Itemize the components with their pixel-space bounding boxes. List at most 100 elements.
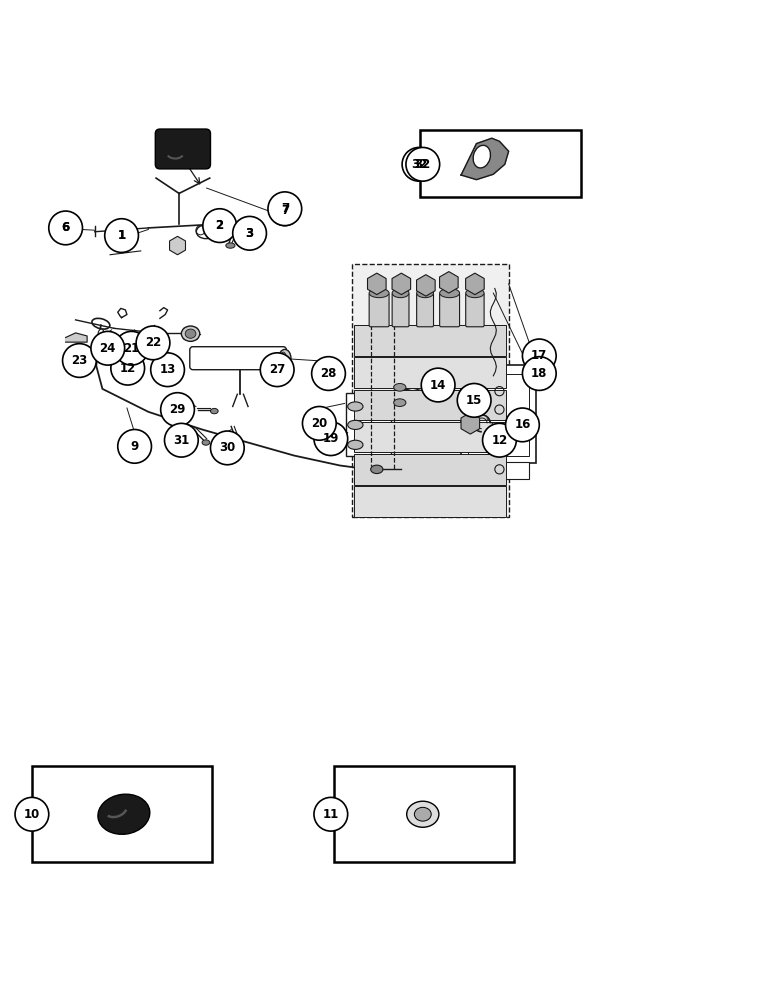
FancyBboxPatch shape [354,422,506,452]
Circle shape [105,219,138,252]
Ellipse shape [211,408,218,414]
Circle shape [50,213,81,243]
Circle shape [211,431,244,465]
Text: 2: 2 [215,219,224,232]
FancyBboxPatch shape [466,293,484,327]
Circle shape [203,209,236,242]
Circle shape [111,351,144,385]
FancyBboxPatch shape [439,293,459,327]
Ellipse shape [392,288,409,298]
Text: 12: 12 [491,434,507,447]
FancyBboxPatch shape [392,293,409,327]
FancyBboxPatch shape [354,390,506,420]
Circle shape [457,384,491,417]
Circle shape [151,353,185,387]
Text: 16: 16 [514,418,530,431]
Text: 21: 21 [124,342,140,355]
Text: 7: 7 [281,202,289,215]
Text: 7: 7 [281,204,289,217]
Polygon shape [66,333,87,342]
Text: 14: 14 [430,379,446,392]
Circle shape [15,797,49,831]
Ellipse shape [417,288,434,298]
FancyBboxPatch shape [190,347,286,370]
Ellipse shape [466,288,484,298]
Circle shape [118,429,151,463]
FancyBboxPatch shape [468,374,530,456]
FancyBboxPatch shape [352,264,510,517]
Text: 30: 30 [219,441,235,454]
Ellipse shape [347,420,363,429]
FancyBboxPatch shape [155,129,211,169]
Ellipse shape [371,465,383,474]
Ellipse shape [98,329,103,337]
Text: 31: 31 [173,434,189,447]
Text: 27: 27 [269,363,286,376]
Circle shape [136,326,170,360]
Ellipse shape [347,402,363,411]
Circle shape [269,195,300,226]
Text: 23: 23 [71,354,87,367]
Ellipse shape [415,807,432,821]
Ellipse shape [439,288,459,298]
FancyBboxPatch shape [468,462,530,479]
Circle shape [107,220,137,251]
Polygon shape [461,138,509,180]
FancyBboxPatch shape [369,293,389,327]
Circle shape [506,408,540,442]
Text: 1: 1 [117,229,126,242]
Text: 15: 15 [466,394,482,407]
Text: 32: 32 [415,158,431,171]
Circle shape [402,147,436,181]
Circle shape [234,218,265,249]
Circle shape [406,147,439,181]
Circle shape [232,216,266,250]
Text: 20: 20 [311,417,327,430]
Circle shape [482,423,516,457]
Circle shape [164,423,198,457]
FancyBboxPatch shape [346,393,391,456]
Text: 11: 11 [323,808,339,821]
Ellipse shape [407,801,439,827]
Circle shape [205,210,235,241]
Ellipse shape [98,794,150,834]
Text: 12: 12 [120,362,136,375]
Ellipse shape [279,349,291,367]
Circle shape [312,357,345,390]
Text: 6: 6 [62,221,69,234]
Text: 28: 28 [320,367,337,380]
Ellipse shape [394,384,406,391]
Text: 2: 2 [215,219,224,232]
Ellipse shape [226,243,235,248]
Ellipse shape [185,329,196,338]
Text: 9: 9 [130,440,139,453]
Ellipse shape [394,399,406,406]
Ellipse shape [369,288,389,298]
Ellipse shape [347,440,363,449]
Circle shape [268,192,302,226]
Circle shape [422,368,455,402]
Text: 24: 24 [100,342,116,355]
FancyBboxPatch shape [354,325,506,356]
FancyBboxPatch shape [354,486,506,517]
Circle shape [115,331,148,365]
Circle shape [91,331,124,365]
Ellipse shape [96,339,101,347]
FancyBboxPatch shape [421,130,581,197]
Text: 13: 13 [160,363,176,376]
Circle shape [260,353,294,387]
Circle shape [314,797,347,831]
Circle shape [314,422,347,456]
Text: 22: 22 [145,336,161,349]
Ellipse shape [473,145,490,168]
Text: 3: 3 [245,227,254,240]
Text: 29: 29 [169,403,186,416]
Circle shape [161,393,195,426]
Text: 18: 18 [531,367,547,380]
FancyBboxPatch shape [334,766,514,862]
Circle shape [49,211,83,245]
Ellipse shape [231,439,240,443]
Circle shape [303,406,336,440]
FancyBboxPatch shape [32,766,212,862]
Ellipse shape [202,440,210,445]
